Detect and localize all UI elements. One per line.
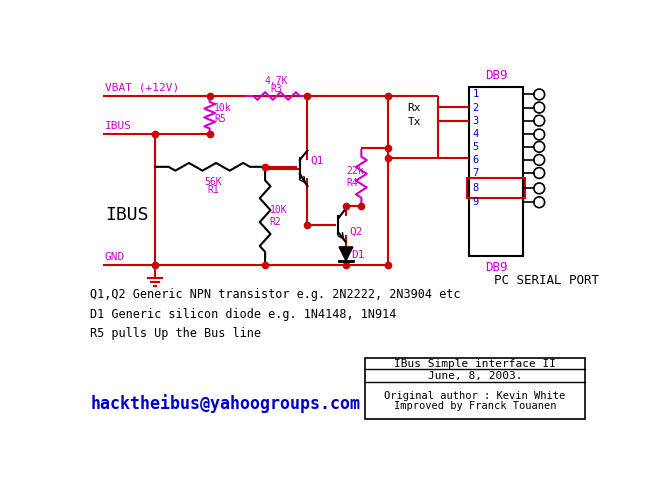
- Text: 22k
R4: 22k R4: [346, 166, 364, 188]
- Text: June, 8, 2003.: June, 8, 2003.: [428, 371, 522, 381]
- Bar: [365, 358, 585, 420]
- Text: 7: 7: [473, 168, 478, 178]
- Text: GND: GND: [105, 252, 125, 262]
- Text: R5 pulls Up the Bus line: R5 pulls Up the Bus line: [90, 327, 261, 340]
- Polygon shape: [339, 247, 353, 261]
- Text: 5: 5: [473, 142, 478, 152]
- Text: 3: 3: [473, 115, 478, 125]
- Text: 8: 8: [473, 183, 478, 194]
- Text: DB9: DB9: [485, 69, 508, 82]
- Text: R3: R3: [271, 84, 282, 94]
- Bar: [467, 178, 525, 198]
- Text: Q2: Q2: [350, 227, 363, 237]
- Text: VBAT (+12V): VBAT (+12V): [105, 82, 180, 92]
- Text: DB9: DB9: [485, 261, 508, 274]
- Text: R1: R1: [208, 184, 219, 194]
- Text: D1 Generic silicon diode e.g. 1N4148, 1N914: D1 Generic silicon diode e.g. 1N4148, 1N…: [90, 308, 397, 321]
- Text: 2: 2: [473, 103, 478, 113]
- Text: 10k
R5: 10k R5: [214, 103, 232, 125]
- Text: Original author : Kevin White: Original author : Kevin White: [384, 391, 566, 401]
- Text: Q1,Q2 Generic NPN transistor e.g. 2N2222, 2N3904 etc: Q1,Q2 Generic NPN transistor e.g. 2N2222…: [90, 288, 461, 301]
- Text: Improved by Franck Touanen: Improved by Franck Touanen: [393, 401, 556, 411]
- Text: 10K
R2: 10K R2: [270, 205, 287, 227]
- Text: Tx: Tx: [408, 117, 421, 127]
- Text: D1: D1: [351, 251, 365, 261]
- Text: 4: 4: [473, 129, 478, 139]
- Text: IBUS: IBUS: [105, 206, 148, 224]
- Text: IBUS: IBUS: [105, 121, 132, 131]
- Text: 4.7K: 4.7K: [265, 76, 288, 86]
- Text: 6: 6: [473, 155, 478, 165]
- Bar: [469, 87, 523, 256]
- Text: 9: 9: [473, 197, 478, 207]
- Text: Q1: Q1: [310, 156, 324, 166]
- Text: 1: 1: [473, 90, 478, 100]
- Text: IBus Simple interface II: IBus Simple interface II: [394, 359, 556, 368]
- Text: PC SERIAL PORT: PC SERIAL PORT: [494, 274, 599, 287]
- Text: hacktheibus@yahoogroups.com: hacktheibus@yahoogroups.com: [90, 394, 360, 413]
- Text: Rx: Rx: [408, 103, 421, 114]
- Text: 56K: 56K: [205, 177, 222, 187]
